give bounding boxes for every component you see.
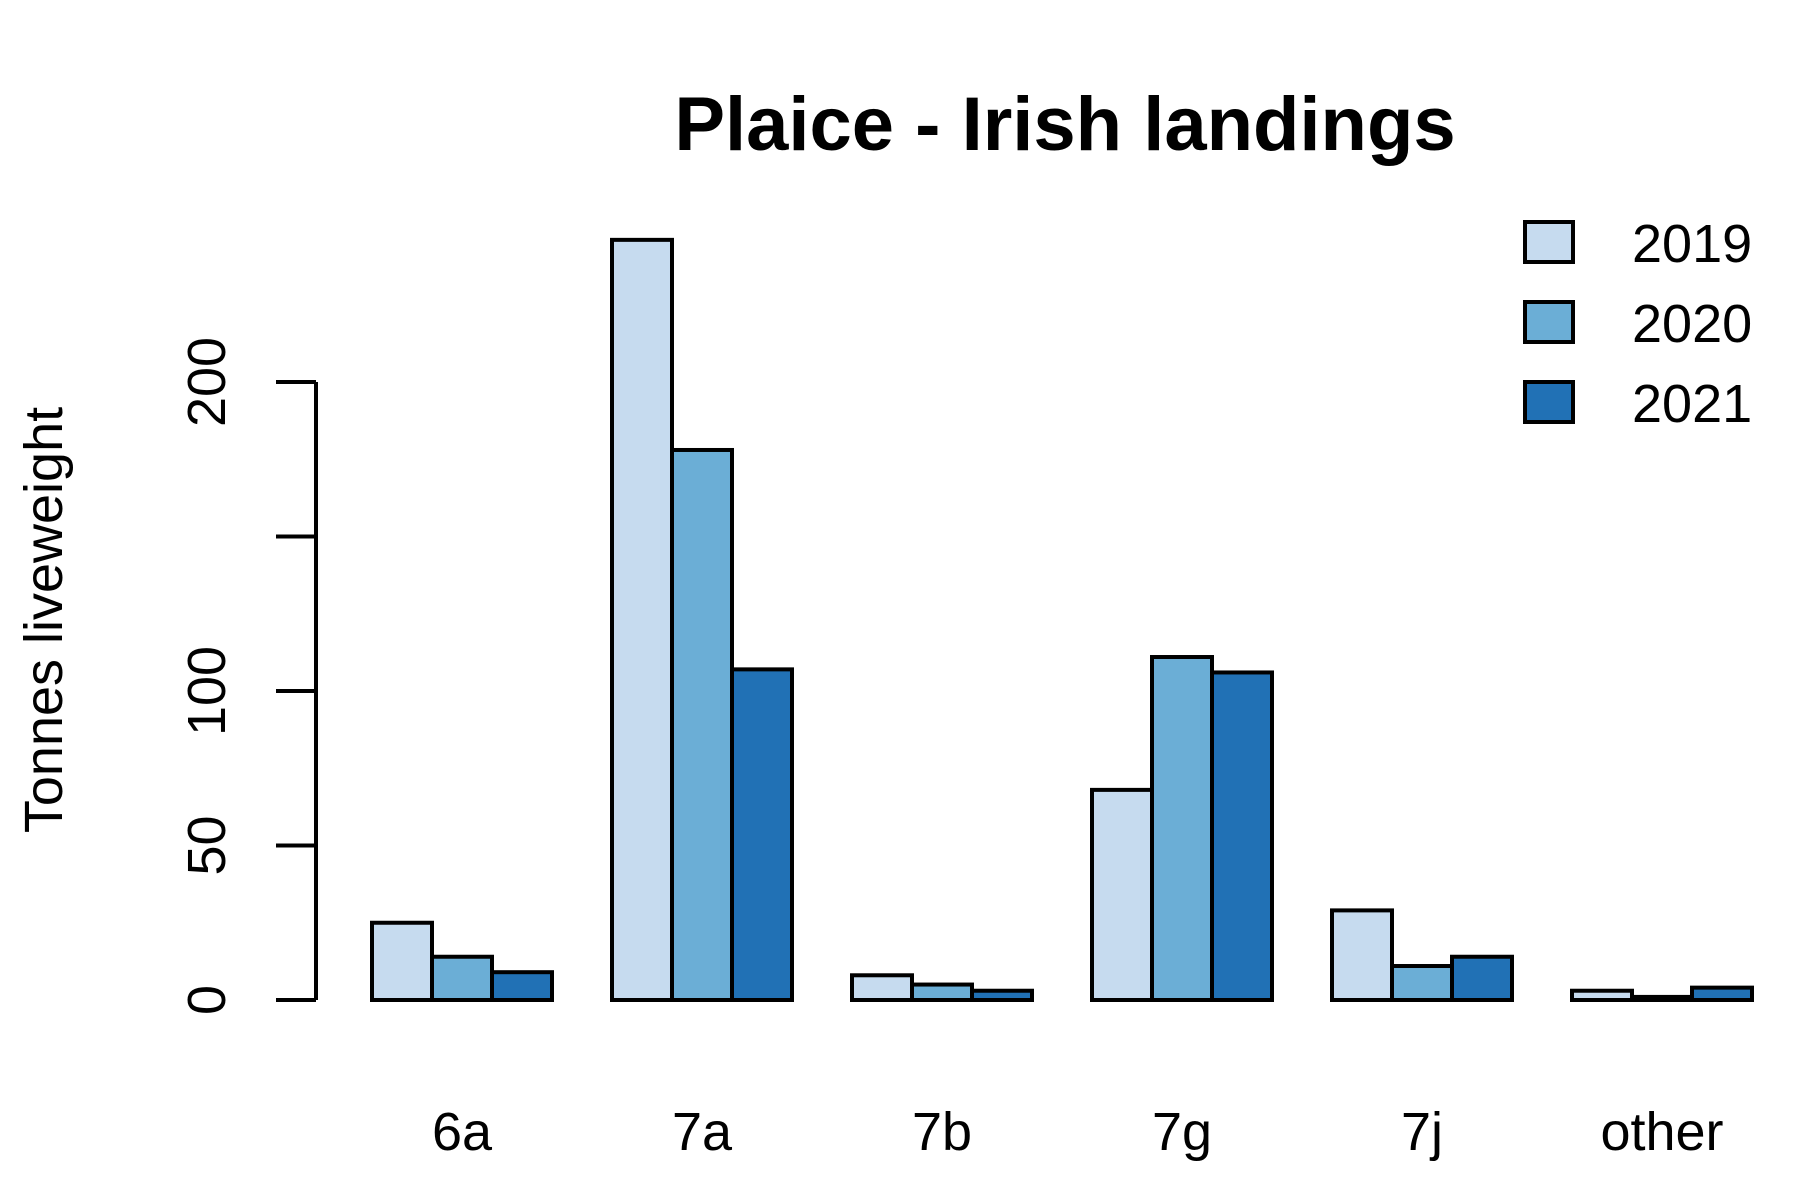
y-tick-label: 50 (177, 815, 237, 875)
legend-label: 2019 (1632, 214, 1752, 274)
legend-label: 2020 (1632, 294, 1752, 354)
bar-group-7b (850, 973, 1034, 1003)
bar-other-2019 (1570, 988, 1634, 1002)
legend-swatch (1523, 380, 1575, 424)
bar-6a-2021 (490, 970, 554, 1003)
bar-7b-2019 (850, 973, 914, 1003)
bar-7b-2020 (910, 982, 974, 1002)
bar-group-6a (370, 920, 554, 1003)
bar-7g-2021 (1210, 670, 1274, 1003)
bar-7g-2019 (1090, 787, 1154, 1002)
legend-swatch (1523, 300, 1575, 344)
bar-other-2021 (1690, 985, 1754, 1003)
bar-6a-2020 (430, 954, 494, 1002)
legend: 2019 2020 2021 (1523, 214, 1752, 434)
bar-7a-2021 (730, 667, 794, 1002)
chart-title: Plaice - Irish landings (674, 82, 1455, 167)
bar-7j-2021 (1450, 954, 1514, 1002)
bar-6a-2019 (370, 920, 434, 1002)
bar-7a-2020 (670, 447, 734, 1003)
bar-group-7a (610, 237, 794, 1003)
bar-7g-2020 (1150, 655, 1214, 1002)
x-tick-label: 6a (432, 1102, 493, 1162)
y-tick-label: 200 (177, 337, 237, 427)
bar-7j-2020 (1390, 964, 1454, 1003)
bar-other-2020 (1630, 994, 1694, 1002)
y-tick-label: 0 (177, 985, 237, 1015)
bar-7j-2019 (1330, 908, 1394, 1003)
legend-label: 2021 (1632, 374, 1752, 434)
y-axis: 0 50 100 200 (177, 337, 318, 1015)
x-tick-label: 7b (912, 1102, 972, 1162)
legend-swatch (1523, 220, 1575, 264)
bar-group-7j (1330, 908, 1514, 1003)
y-axis-label: Tonnes liveweight (14, 407, 74, 833)
x-tick-label: other (1600, 1102, 1723, 1162)
bar-7b-2021 (970, 988, 1034, 1002)
y-tick-label: 100 (177, 646, 237, 736)
bar-groups (370, 237, 1754, 1003)
x-tick-label: 7a (672, 1102, 733, 1162)
x-tick-label: 7j (1401, 1102, 1443, 1162)
bar-group-other (1570, 985, 1754, 1003)
x-axis-labels: 6a 7a 7b 7g 7j other (432, 1102, 1724, 1162)
bar-7a-2019 (610, 237, 674, 1003)
bar-group-7g (1090, 655, 1274, 1003)
x-tick-label: 7g (1152, 1102, 1212, 1162)
